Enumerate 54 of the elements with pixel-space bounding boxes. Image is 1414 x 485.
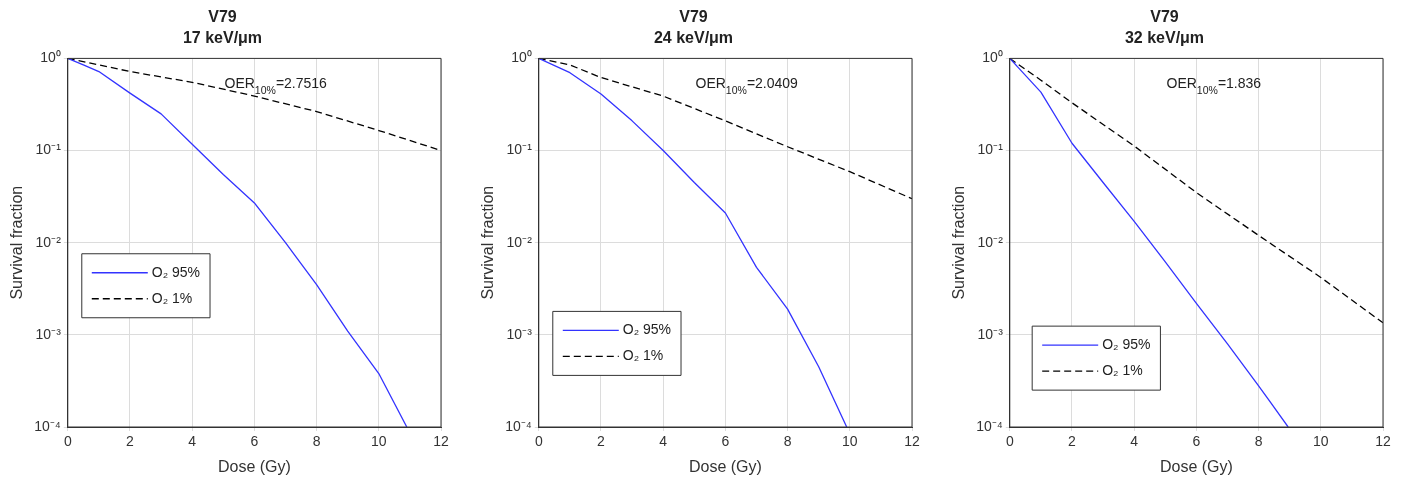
x-tick-label: 0: [1005, 433, 1014, 450]
chart-subtitle: 17 keV/μm: [182, 29, 263, 47]
chart-subtitle: 32 keV/μm: [1124, 29, 1205, 47]
y-tick-label: 10⁻³: [977, 325, 1004, 342]
y-tick-label: 10⁻⁴: [505, 417, 532, 434]
y-axis-title: Survival fraction: [950, 185, 968, 300]
y-tick-label: 10⁰: [40, 49, 61, 66]
y-tick-label: 10⁻⁴: [976, 417, 1003, 434]
chart-title: V79: [208, 8, 237, 26]
x-axis-title: Dose (Gy): [688, 457, 762, 475]
legend-label: O₂ 95%: [622, 321, 672, 338]
y-tick-label: 10⁻¹: [506, 141, 533, 158]
x-tick-label: 6: [1192, 433, 1201, 450]
x-tick-label: 2: [597, 433, 606, 450]
y-tick-label: 10⁻⁴: [34, 417, 61, 434]
y-axis-title: Survival fraction: [8, 185, 26, 300]
y-tick-label: 10⁻³: [35, 325, 62, 342]
x-tick-label: 2: [1068, 433, 1077, 450]
legend-label: O₂ 1%: [151, 289, 193, 306]
x-tick-label: 8: [783, 433, 792, 450]
y-tick-label: 10⁻¹: [35, 141, 62, 158]
x-axis-title: Dose (Gy): [217, 457, 291, 475]
x-tick-label: 12: [1375, 433, 1391, 450]
x-tick-label: 4: [1130, 433, 1139, 450]
x-tick-label: 10: [1313, 433, 1329, 450]
x-tick-label: 4: [659, 433, 668, 450]
legend-label: O₂ 1%: [1102, 362, 1143, 378]
y-tick-label: 10⁻²: [977, 233, 1004, 250]
x-axis-title: Dose (Gy): [1159, 457, 1233, 475]
x-tick-label: 6: [721, 433, 730, 450]
x-tick-label: 10: [842, 433, 858, 450]
x-tick-label: 8: [1254, 433, 1263, 450]
legend-label: O₂ 1%: [622, 347, 664, 364]
x-tick-label: 12: [904, 433, 920, 450]
y-tick-label: 10⁰: [511, 49, 532, 66]
y-tick-label: 10⁻³: [506, 325, 533, 342]
y-tick-label: 10⁻²: [506, 233, 533, 250]
x-tick-label: 12: [433, 433, 449, 450]
legend-label: O₂ 95%: [1102, 336, 1151, 352]
y-axis-title: Survival fraction: [479, 185, 497, 300]
y-tick-label: 10⁰: [982, 49, 1003, 66]
y-tick-label: 10⁻²: [35, 233, 62, 250]
chart-title: V79: [679, 8, 708, 26]
x-tick-label: 0: [63, 433, 72, 450]
chart-title: V79: [1150, 8, 1179, 26]
x-tick-label: 2: [126, 433, 135, 450]
x-tick-label: 6: [250, 433, 259, 450]
x-tick-label: 0: [534, 433, 543, 450]
x-tick-label: 8: [312, 433, 321, 450]
legend-label: O₂ 95%: [151, 263, 201, 280]
x-tick-label: 10: [371, 433, 387, 450]
x-tick-label: 4: [188, 433, 197, 450]
y-tick-label: 10⁻¹: [977, 141, 1004, 158]
chart-subtitle: 24 keV/μm: [653, 29, 734, 47]
